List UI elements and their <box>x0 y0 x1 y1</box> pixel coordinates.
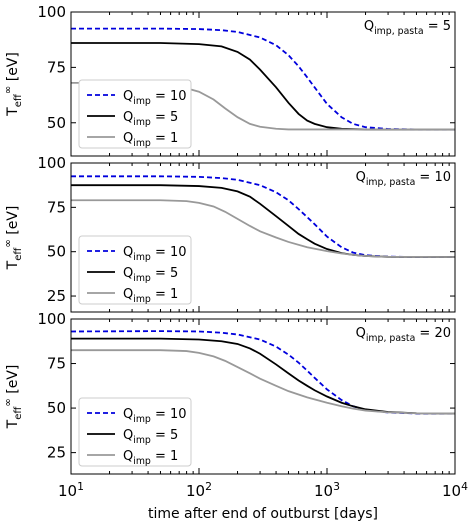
legend-label-1: Qimp = 10 <box>123 89 187 107</box>
y-tick-label: 25 <box>47 444 66 462</box>
x-tick-label: 104 <box>442 480 468 500</box>
y-axis-label: Teff∞ [eV] <box>3 365 24 430</box>
x-tick-label: 101 <box>58 480 84 500</box>
y-tick-label: 50 <box>47 399 66 417</box>
panel-1: 50 75 100 Teff∞ [eV] Qimp, pasta = 5 Qimp = 1… <box>3 3 456 157</box>
y-tick-label: 100 <box>37 310 66 328</box>
series-line-2 <box>71 337 455 415</box>
panel-2: 25 50 75 100 Teff∞ [eV] Qimp, pasta = 10 Qimp … <box>3 154 456 313</box>
y-axis-label: Teff∞ [eV] <box>3 206 24 271</box>
legend-label-1: Qimp = 10 <box>123 245 187 263</box>
plot-frame <box>70 318 456 475</box>
legend-box <box>78 397 192 467</box>
x-axis-label: time after end of outburst [days] <box>148 506 378 522</box>
y-tick-label: 50 <box>47 114 66 132</box>
y-tick-label: 75 <box>47 355 66 373</box>
y-tick-label: 75 <box>47 58 66 76</box>
panel-annotation: Qimp, pasta = 10 <box>356 170 451 188</box>
y-tick-label: 100 <box>37 154 66 172</box>
panel-annotation: Qimp, pasta = 5 <box>364 19 451 37</box>
plot-frame <box>70 11 456 157</box>
y-tick-label: 25 <box>47 287 66 305</box>
panel-annotation: Qimp, pasta = 20 <box>356 326 451 344</box>
legend-box <box>78 79 192 149</box>
legend-label-3: Qimp = 1 <box>123 131 178 149</box>
x-tick-label: 103 <box>314 480 340 500</box>
y-axis-label-group: Teff∞ [eV] <box>3 206 24 271</box>
series-line-3 <box>71 199 455 258</box>
series-line-1 <box>71 27 455 131</box>
series-line-3 <box>71 349 455 415</box>
x-tick-label: 102 <box>186 480 212 500</box>
legend-box <box>78 235 192 305</box>
legend-label-2: Qimp = 5 <box>123 266 178 284</box>
legend-label-2: Qimp = 5 <box>123 428 178 446</box>
legend-label-3: Qimp = 1 <box>123 287 178 305</box>
y-tick-label: 50 <box>47 243 66 261</box>
y-tick-label: 75 <box>47 198 66 216</box>
y-axis-label-group: Teff∞ [eV] <box>3 365 24 430</box>
legend-label-3: Qimp = 1 <box>123 449 178 467</box>
y-axis-label: Teff∞ [eV] <box>3 52 24 117</box>
panel-3: 25 50 75 100 101 102 103 104 Teff∞ [eV] Qimp, pas… <box>3 310 468 500</box>
y-tick-label: 100 <box>37 3 66 21</box>
y-axis-label-group: Teff∞ [eV] <box>3 52 24 117</box>
legend-label-2: Qimp = 5 <box>123 110 178 128</box>
plot-frame <box>70 162 456 313</box>
legend-label-1: Qimp = 10 <box>123 407 187 425</box>
